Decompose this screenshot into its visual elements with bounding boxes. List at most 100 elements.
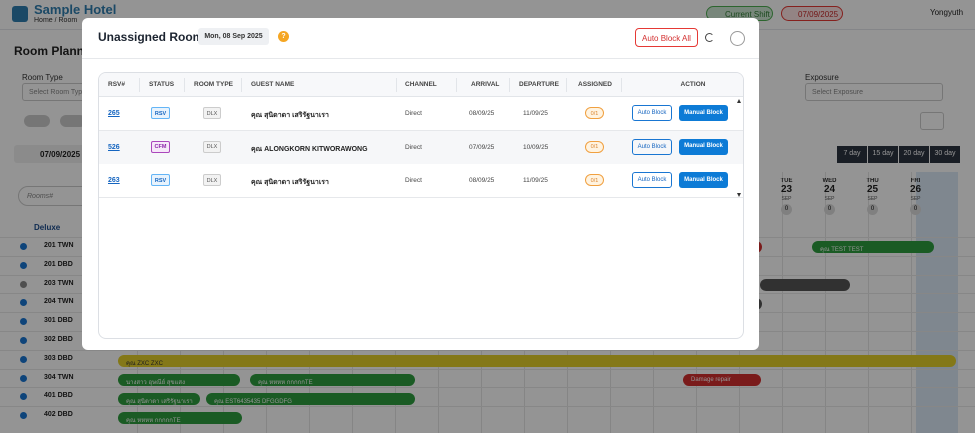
unassigned-rooms-modal: RSV# STATUS ROOM TYPE GUEST NAME CHANNEL ARRI… bbox=[82, 18, 759, 350]
departure: 11/09/25 bbox=[523, 110, 548, 117]
room-label: 303 DBD bbox=[44, 354, 73, 362]
planner-title: Room Planner bbox=[14, 44, 96, 58]
room-label: 201 TWN bbox=[44, 242, 74, 249]
table-header bbox=[99, 73, 743, 97]
scroll-up[interactable] bbox=[737, 99, 741, 103]
refresh-button[interactable] bbox=[920, 112, 944, 130]
column-header: CHANNEL bbox=[405, 81, 437, 88]
column-header: ROOM TYPE bbox=[194, 81, 234, 88]
room-status-dot bbox=[20, 243, 27, 250]
day-number: 25 bbox=[866, 184, 879, 195]
exposure-select[interactable]: Select Exposure bbox=[805, 83, 943, 101]
day-month: SEP bbox=[867, 196, 878, 202]
column-separator bbox=[621, 78, 622, 92]
room-type-label: Room Type bbox=[22, 73, 63, 82]
day-month: SEP bbox=[910, 196, 921, 202]
room-status-dot bbox=[20, 280, 27, 288]
day-count: 0 bbox=[910, 204, 921, 215]
user[interactable]: Yongyuth bbox=[930, 8, 964, 17]
booking-bar[interactable]: คุณ สุนิดาดา เสริรัฐนาเรา bbox=[118, 393, 200, 405]
departure: 11/09/25 bbox=[523, 177, 548, 184]
toggle[interactable] bbox=[60, 115, 86, 127]
room-row bbox=[0, 368, 975, 387]
room-status-dot bbox=[20, 374, 27, 382]
column-separator bbox=[184, 78, 185, 92]
refresh-icon[interactable] bbox=[705, 33, 714, 42]
logo bbox=[12, 6, 28, 22]
view-button[interactable]: 7 day bbox=[837, 146, 867, 163]
channel: Direct bbox=[405, 143, 422, 151]
room-row bbox=[0, 387, 975, 405]
column-separator bbox=[396, 78, 397, 92]
booking-bar[interactable]: คุณ ZXC ZXC bbox=[118, 355, 956, 367]
column-separator bbox=[456, 78, 457, 92]
day-name: TUE bbox=[780, 178, 793, 184]
booking-bar[interactable]: คุณ หหหห กกกกกTE bbox=[118, 412, 242, 424]
manual-block-button[interactable]: Manual Block bbox=[679, 138, 728, 155]
reservation-link[interactable]: 263 bbox=[108, 177, 120, 184]
room-label: 301 DBD bbox=[44, 317, 73, 325]
day-count: 0 bbox=[867, 204, 878, 215]
column-header: ASSIGNED bbox=[578, 81, 612, 88]
auto-block-all-button[interactable]: Auto Block All bbox=[635, 28, 698, 47]
room-status-dot bbox=[20, 355, 27, 363]
auto-block-button[interactable]: Auto Block bbox=[632, 172, 672, 188]
modal-title: Unassigned Rooms bbox=[98, 30, 211, 44]
room-type-badge: DLX bbox=[203, 107, 221, 119]
arrival: 07/09/25 bbox=[469, 143, 495, 151]
column-header: GUEST NAME bbox=[251, 81, 295, 88]
arrival: 08/09/25 bbox=[469, 110, 495, 117]
help-icon[interactable]: ? bbox=[278, 31, 289, 42]
room-group: Deluxe bbox=[34, 223, 61, 232]
date-nav bbox=[14, 145, 94, 163]
column-separator bbox=[509, 78, 510, 92]
room-label: 302 DBD bbox=[44, 336, 73, 343]
booking-bar[interactable]: Damage repair bbox=[683, 374, 761, 386]
room-status-dot bbox=[20, 337, 27, 344]
room-row bbox=[0, 406, 975, 424]
reservation-link[interactable]: 526 bbox=[108, 143, 120, 151]
friday-column bbox=[916, 172, 958, 433]
room-status-dot bbox=[20, 318, 27, 326]
assigned-pill: 0/1 bbox=[585, 140, 604, 153]
toggle[interactable] bbox=[24, 115, 50, 127]
day-month: SEP bbox=[781, 196, 792, 202]
room-status-dot bbox=[20, 299, 27, 307]
guest-name: คุณ สุนิดาดา เสริรัฐนาเรา bbox=[251, 112, 329, 119]
room-type-badge: DLX bbox=[203, 140, 221, 153]
day-count: 0 bbox=[824, 204, 835, 215]
manual-block-button[interactable]: Manual Block bbox=[679, 105, 728, 121]
column-header: DEPARTURE bbox=[519, 81, 559, 88]
booking-bar[interactable]: คุณ EST6435435 DFGGDFG bbox=[206, 393, 415, 405]
status-badge: CFM bbox=[151, 140, 170, 153]
view-button[interactable]: 15 day bbox=[868, 146, 898, 163]
booking-bar[interactable]: คุณ TEST TEST bbox=[812, 241, 934, 253]
assigned-pill: 0/1 bbox=[585, 174, 604, 186]
auto-block-button[interactable]: Auto Block bbox=[632, 138, 672, 155]
modal-divider bbox=[82, 58, 759, 59]
view-button[interactable]: 20 day bbox=[899, 146, 929, 163]
room-type-badge: DLX bbox=[203, 174, 221, 186]
reservation-link[interactable]: 265 bbox=[108, 110, 120, 117]
booking-bar[interactable]: คุณ หหหห กกกกกTE bbox=[250, 374, 415, 386]
date-button[interactable]: 07/09/2025 bbox=[781, 6, 843, 21]
status-badge: RSV bbox=[151, 107, 170, 119]
close-button[interactable] bbox=[730, 31, 745, 46]
day-count: 0 bbox=[781, 204, 792, 215]
room-row bbox=[0, 349, 975, 368]
view-button[interactable]: 30 day bbox=[930, 146, 960, 163]
planner-date: 07/09/2025 bbox=[40, 150, 81, 159]
column-header: ARRIVAL bbox=[471, 81, 500, 88]
scroll-down[interactable] bbox=[737, 193, 741, 197]
day-name: THU bbox=[866, 178, 879, 184]
booking-bar[interactable]: นางสาว อุษณีย์ สุขแสง bbox=[118, 374, 240, 386]
auto-block-button[interactable]: Auto Block bbox=[632, 105, 672, 121]
day-name: WED bbox=[822, 178, 837, 184]
guest-name: คุณ ALONGKORN KITWORAWONG bbox=[251, 145, 368, 153]
column-header: STATUS bbox=[149, 81, 175, 88]
room-label: 402 DBD bbox=[44, 411, 73, 419]
column-separator bbox=[241, 78, 242, 92]
manual-block-button[interactable]: Manual Block bbox=[679, 172, 728, 188]
room-label: 204 TWN bbox=[44, 298, 74, 306]
